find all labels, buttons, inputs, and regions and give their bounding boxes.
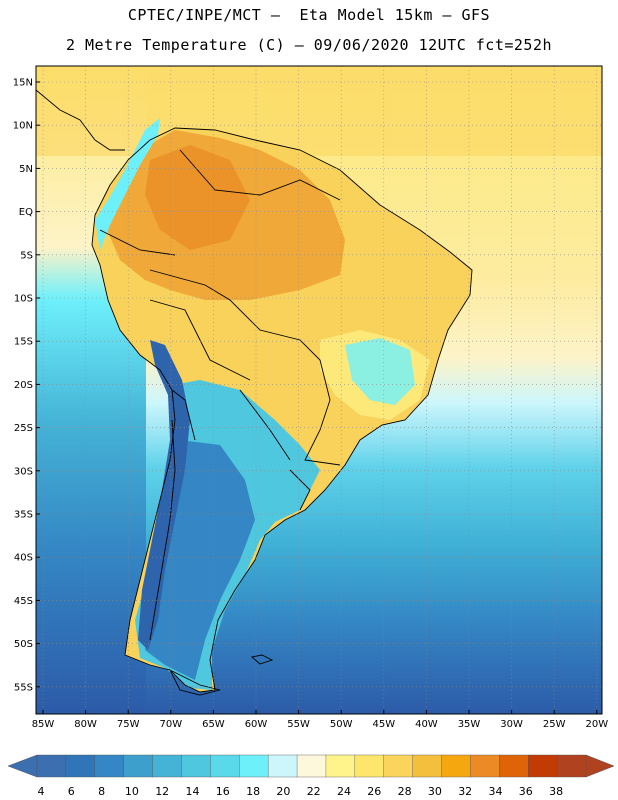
brazilian-highlands-cool [345,338,415,405]
colorbar-swatch [296,754,327,778]
map-title-line2: 2 Metre Temperature (C) – 09/06/2020 12U… [65,36,553,54]
colorbar-swatch [152,754,182,778]
coastline [91,127,473,693]
colorbar-swatch [354,754,385,778]
lat-label: 30S [14,466,33,477]
lon-label: 70W [159,719,182,730]
colorbar: 4 6 8 10 12 14 16 18 20 22 24 26 28 30 32 34 36 38 [7,754,615,798]
lon-label: 85W [32,719,55,730]
colorbar-swatch [123,754,154,778]
map-frame [35,65,603,715]
gridlines [36,66,602,714]
colorbar-swatch [528,754,558,778]
lat-label: 5N [19,164,33,175]
colorbar-swatch [383,754,414,778]
lat-label: 25S [14,423,33,434]
colorbar-swatch [267,754,298,778]
lat-label: 35S [14,510,33,521]
colorbar-label: 4 [38,785,45,798]
brazil-border [149,149,341,466]
lon-label: 75W [117,719,140,730]
map-plot-area [36,66,602,714]
colorbar-swatch [441,754,471,778]
colorbar-label: 10 [125,785,139,798]
tierra-del-fuego [168,668,221,696]
lon-label: 35W [458,719,481,730]
lon-label: 45W [372,719,395,730]
colorbar-label: 28 [398,785,412,798]
lat-label: 20S [14,380,33,391]
country-borders [36,89,473,696]
colorbar-swatch [239,754,269,778]
caribbean-warm-band [36,66,602,156]
colorbar-swatch [412,754,443,778]
lat-label: 40S [14,553,33,564]
colorbar-swatch [94,754,125,778]
colorbar-swatch [181,754,211,778]
colorbar-label: 16 [216,785,230,798]
colorbar-swatch [325,754,356,778]
colorbar-high-arrow [585,754,615,778]
colorbar-label: 32 [458,785,472,798]
lat-label: EQ [19,207,33,218]
longitude-labels: 85W 80W 75W 70W 65W 60W 55W 50W 45W 40W 35W 30W 25W 2… [32,710,608,730]
central-america [36,89,125,151]
colorbar-label: 36 [519,785,533,798]
lat-label: 10S [14,294,33,305]
lat-label: 10N [13,121,33,132]
colorbar-label: 38 [549,785,563,798]
colorbar-label: 12 [155,785,169,798]
lat-label: 15N [13,78,33,89]
colorbar-label: 22 [307,785,321,798]
colorbar-label: 30 [428,785,442,798]
lat-label: 45S [14,596,33,607]
colorbar-swatch [210,754,240,778]
colorbar-swatch [556,754,587,778]
andes-cold-strip [138,340,190,650]
colorbar-swatch [36,754,67,778]
lat-label: 15S [14,337,33,348]
lon-label: 40W [415,719,438,730]
colorbar-label: 20 [276,785,290,798]
lon-label: 50W [330,719,353,730]
latitude-labels: 15N 10N 5N EQ 5S 10S 15S 20S 25S 30S 35S 40S 45S 50S 5… [13,78,40,693]
colorbar-label: 6 [68,785,75,798]
lon-label: 30W [500,719,523,730]
andean-borders [99,229,291,461]
colorbar-label: 8 [98,785,105,798]
falkland-islands [251,654,274,665]
northern-andes-cool [95,118,160,250]
lon-label: 55W [287,719,310,730]
colorbar-label: 26 [367,785,381,798]
colorbar-label: 34 [489,785,503,798]
lon-label: 60W [245,719,268,730]
map-title-line1: CPTEC/INPE/MCT – Eta Model 15km – GFS [127,6,491,24]
colorbar-label: 18 [246,785,260,798]
lat-label: 55S [14,682,33,693]
lat-label: 5S [20,250,33,261]
colorbar-label: 24 [337,785,351,798]
colorbar-swatch [499,754,529,778]
lat-label: 50S [14,639,33,650]
southern-borders [149,419,311,641]
colorbar-swatch [65,754,96,778]
lon-label: 65W [202,719,225,730]
colorbar-swatch [470,754,500,778]
northern-hot-core [145,145,250,250]
lon-label: 25W [543,719,566,730]
lon-label: 80W [74,719,97,730]
colorbar-label: 14 [186,785,200,798]
lon-label: 20W [585,719,608,730]
colorbar-low-arrow [7,754,38,778]
